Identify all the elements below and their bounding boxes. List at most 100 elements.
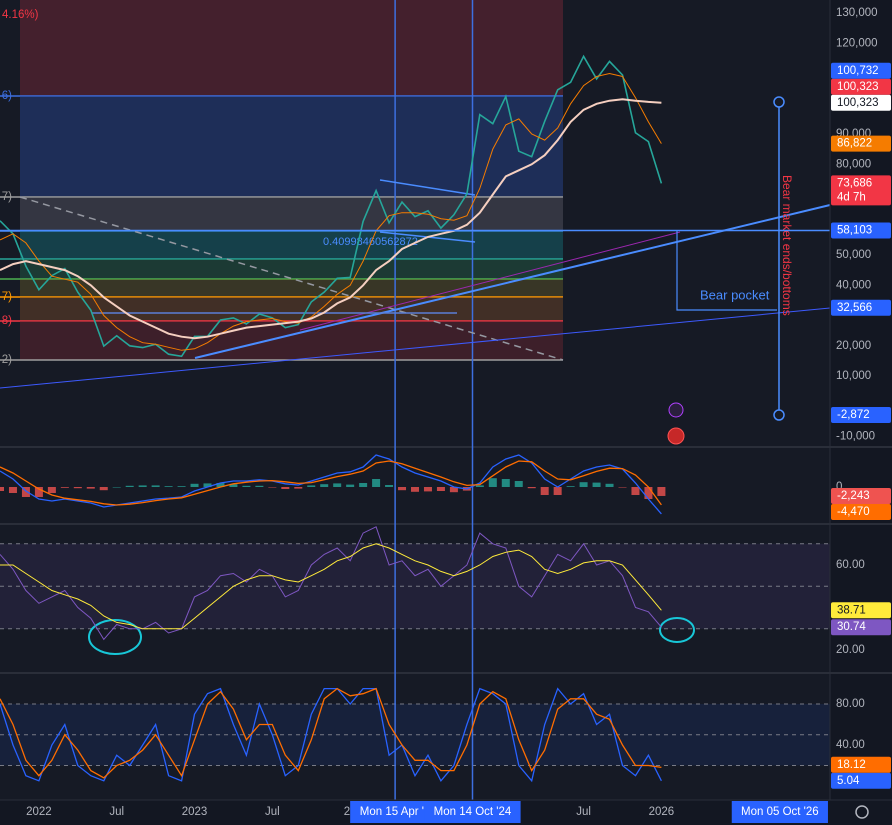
value-box <box>831 772 891 789</box>
countdown-label: 4d 7h <box>837 191 866 203</box>
x-tick-label: 2023 <box>182 806 208 818</box>
histogram-bar <box>385 485 394 487</box>
histogram-bar <box>631 487 640 495</box>
value-box <box>831 94 891 111</box>
histogram-bar <box>592 482 601 487</box>
value-box-label: 58,103 <box>837 225 872 237</box>
series-line <box>0 526 662 641</box>
y-tick-label: 50,000 <box>836 249 871 261</box>
fib-zone <box>20 279 563 297</box>
histogram-bar <box>320 484 329 487</box>
value-box <box>831 299 891 316</box>
triangle-line <box>379 179 476 196</box>
histogram-bar <box>372 479 381 487</box>
value-box-label: 5.04 <box>837 775 860 787</box>
value-box <box>831 503 891 520</box>
fib-zone <box>20 231 563 259</box>
date-marker-box <box>350 801 441 823</box>
histogram-bar <box>151 485 160 487</box>
annotation: 0.40998460562872 <box>323 236 418 248</box>
histogram-bar <box>99 487 108 491</box>
date-marker-box <box>424 801 521 823</box>
series-line <box>0 454 662 515</box>
histogram-bar <box>566 486 575 487</box>
value-box-label: -2,872 <box>837 409 870 421</box>
series-line <box>0 687 662 783</box>
value-box-label: 32,566 <box>837 302 872 314</box>
histogram-bar <box>229 484 238 487</box>
value-box <box>831 487 891 504</box>
value-box-label: 100,732 <box>837 65 879 77</box>
x-tick-label: Jul <box>576 806 591 818</box>
background-layer: 6)7)7)8)2)130,000120,00090,00080,00050,0… <box>0 0 892 800</box>
histogram-bar <box>268 487 277 488</box>
value-box-label: 30.74 <box>837 621 866 633</box>
histogram-bar <box>398 487 407 491</box>
histogram-bar <box>307 485 316 487</box>
annotation: Bear market ends/bottoms <box>780 175 794 316</box>
histogram-bar <box>242 485 251 487</box>
histogram-bar <box>436 487 445 491</box>
histogram-bar <box>34 487 43 497</box>
value-box <box>831 78 891 95</box>
settings-icon[interactable] <box>855 805 869 819</box>
x-tick-label: 2026 <box>649 806 675 818</box>
series-line <box>0 687 662 779</box>
fib-label: 4.16%) <box>2 9 39 21</box>
value-box-label: 18.12 <box>837 759 866 771</box>
trend-line <box>19 196 564 361</box>
histogram-bar <box>60 487 69 488</box>
histogram-bar <box>112 487 121 488</box>
histogram-bar <box>73 487 82 489</box>
histogram-bar <box>488 478 497 487</box>
histogram-bar <box>0 487 4 491</box>
histogram-bar <box>190 483 199 487</box>
histogram-bar <box>553 487 562 495</box>
histogram-bar <box>203 483 212 487</box>
histogram-bar <box>605 483 614 487</box>
histogram-bar <box>281 487 290 489</box>
value-box-label: 38.71 <box>837 604 866 616</box>
histogram-bar <box>47 487 56 493</box>
series-line <box>0 98 662 340</box>
highlight-circle <box>659 617 695 643</box>
histogram-bar <box>21 487 30 497</box>
highlight-circle <box>88 619 142 655</box>
price-axis <box>830 0 892 800</box>
date-marker-box <box>731 801 828 823</box>
fib-label: 7) <box>2 291 12 303</box>
bear-pocket-bracket <box>676 231 777 311</box>
value-box <box>831 406 891 423</box>
value-box-label: 73,686 <box>837 177 872 189</box>
value-box <box>831 222 891 239</box>
x-tick-label: Jul <box>265 806 280 818</box>
histogram-bar <box>423 487 432 492</box>
settings-gear[interactable] <box>855 805 869 819</box>
histogram-bar <box>164 486 173 487</box>
fib-label: 2) <box>2 354 12 366</box>
histogram-bar <box>449 487 458 493</box>
series-line <box>0 543 662 630</box>
histogram-bar <box>411 487 419 492</box>
histogram-bar <box>333 483 342 487</box>
fib-label: 7) <box>2 191 12 203</box>
histogram-bar <box>475 485 484 487</box>
series-line <box>0 460 662 506</box>
event-icon[interactable] <box>668 402 684 418</box>
x-tick-label: 2022 <box>26 806 52 818</box>
date-marker-label: Mon 14 Oct '24 <box>434 806 512 818</box>
fib-zone <box>20 0 563 97</box>
value-box-label: 100,323 <box>837 81 879 93</box>
y-tick-label: 40.00 <box>836 739 865 751</box>
value-box <box>831 619 891 636</box>
y-tick-label: 0 <box>836 481 842 493</box>
y-tick-label: 80.00 <box>836 698 865 710</box>
value-box <box>831 62 891 79</box>
annotation: Bear pocket <box>700 287 770 302</box>
histogram-bar <box>527 487 536 489</box>
flag-icon[interactable] <box>667 427 685 445</box>
value-box <box>831 756 891 773</box>
measure-handle <box>773 96 785 108</box>
y-tick-label: 120,000 <box>836 37 878 49</box>
